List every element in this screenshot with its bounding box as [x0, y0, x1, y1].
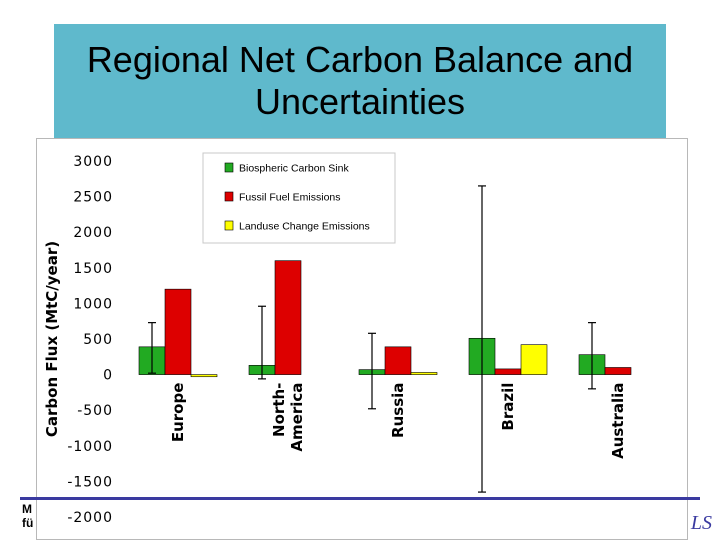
y-tick-label: -1500 [67, 474, 113, 490]
y-tick-label: -500 [77, 403, 113, 419]
y-tick-label: 2000 [73, 225, 113, 241]
y-tick-label: -2000 [67, 510, 113, 526]
category-label: North- [270, 383, 288, 437]
legend-swatch-2 [224, 220, 234, 231]
category-label: Brazil [499, 383, 517, 431]
bar-1-0 [164, 288, 192, 375]
footer-left-text: M fü [22, 502, 34, 530]
bar-2-2 [410, 372, 438, 375]
y-tick-label: 1000 [73, 296, 113, 312]
chart-panel: 3000 2500 2000 1500 1000 500 0 -500 -1000 -1500 -2… [36, 138, 688, 540]
legend-label-1: Fussil Fuel Emissions [239, 192, 341, 204]
bar-1-1 [274, 260, 302, 375]
y-tick-label: 3000 [73, 154, 113, 170]
footer-right-text: LS [690, 512, 712, 534]
y-tick-label: 500 [83, 332, 113, 348]
y-tick-label: 2500 [73, 190, 113, 206]
bar-chart: 3000 2500 2000 1500 1000 500 0 -500 -1000 -1500 -2… [43, 152, 632, 526]
legend-label-2: Landuse Change Emissions [239, 221, 370, 233]
category-label: Europe [169, 383, 187, 443]
legend-swatch-0 [224, 162, 234, 173]
y-axis-title: Carbon Flux (MtC/year) [43, 241, 61, 437]
legend-box [202, 152, 396, 244]
bar-2-3 [520, 344, 548, 375]
category-label: Russia [389, 383, 407, 438]
bar-1-3 [494, 368, 522, 375]
y-tick-label: 0 [103, 368, 113, 384]
legend-swatch-1 [224, 191, 234, 202]
y-tick-label: -1000 [67, 439, 113, 455]
category-label: Australia [609, 383, 627, 459]
title-banner: Regional Net Carbon Balance and Uncertai… [54, 24, 666, 138]
footer-divider [20, 497, 700, 500]
slide-title: Regional Net Carbon Balance and Uncertai… [86, 39, 634, 122]
bar-1-2 [384, 346, 412, 375]
legend-label-0: Biospheric Carbon Sink [239, 163, 349, 175]
category-label: America [288, 383, 306, 452]
bar-1-4 [604, 367, 632, 375]
y-tick-label: 1500 [73, 261, 113, 277]
bar-2-0 [190, 374, 218, 378]
